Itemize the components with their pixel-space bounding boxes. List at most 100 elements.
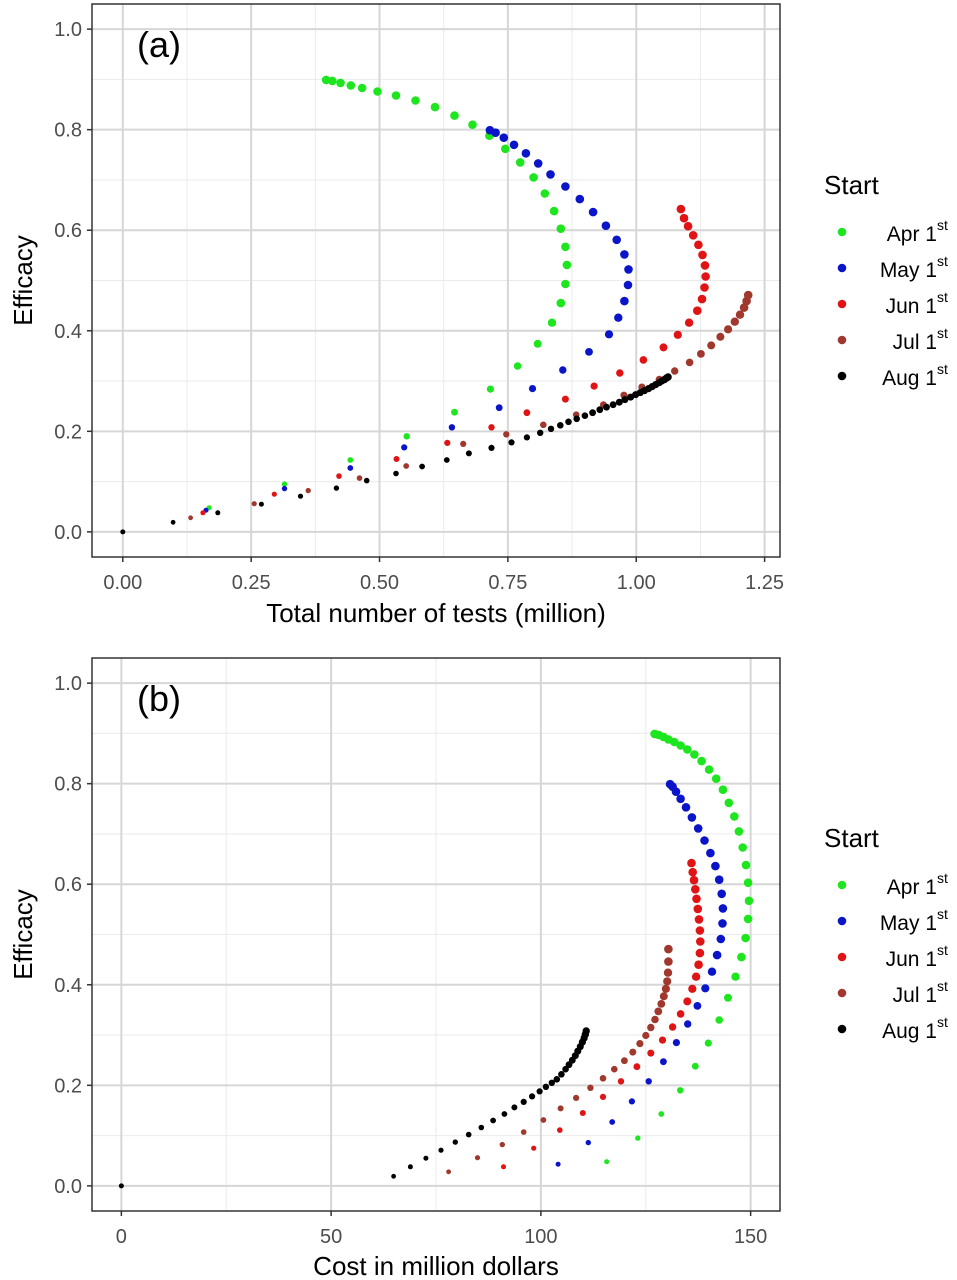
data-point [529, 173, 538, 182]
data-point [430, 102, 440, 112]
legend-key-aug [837, 371, 847, 381]
series-may [203, 125, 633, 513]
legend-title: Start [824, 823, 880, 853]
x-tick-label: 0.25 [232, 572, 271, 594]
data-point [650, 729, 659, 739]
x-tick-label: 150 [734, 1226, 767, 1248]
y-tick-label: 0.6 [54, 874, 82, 896]
data-point [676, 204, 686, 214]
data-point [401, 444, 408, 451]
data-point [336, 78, 345, 88]
data-point [639, 356, 648, 364]
data-point [443, 457, 450, 463]
data-point [604, 330, 614, 339]
data-point [741, 933, 750, 943]
data-point [664, 957, 673, 966]
data-point [513, 362, 522, 370]
data-point [614, 313, 623, 322]
data-point [363, 477, 370, 484]
data-point [737, 952, 746, 962]
data-point [609, 401, 617, 409]
data-point [715, 1016, 723, 1024]
data-point [451, 408, 458, 416]
x-tick-label: 0 [116, 1226, 127, 1248]
data-point [684, 318, 694, 327]
data-point [281, 485, 288, 492]
data-point [676, 794, 685, 804]
data-point [499, 133, 509, 142]
data-point [701, 272, 710, 281]
data-point [741, 860, 751, 870]
data-point [683, 221, 693, 231]
data-point [460, 440, 467, 447]
data-point [687, 858, 696, 868]
legend-key-jul [837, 988, 847, 998]
data-point [690, 750, 699, 759]
data-point [523, 434, 531, 441]
data-point [258, 501, 264, 507]
data-point [542, 1083, 550, 1091]
data-point [734, 827, 744, 836]
series-jul [446, 944, 673, 1175]
data-point [738, 843, 747, 852]
series-may [555, 779, 728, 1167]
data-point [620, 250, 629, 259]
data-point [743, 914, 753, 924]
data-point [336, 473, 342, 479]
legend-key-apr [837, 227, 847, 237]
data-point [403, 433, 410, 440]
data-point [744, 896, 754, 906]
data-point [573, 1094, 580, 1101]
data-point [596, 406, 604, 414]
data-point [657, 1000, 666, 1008]
data-point [679, 213, 689, 223]
data-point [718, 919, 727, 928]
data-point [683, 997, 692, 1006]
data-point [347, 457, 354, 463]
data-point [628, 1098, 636, 1105]
data-point [391, 1173, 396, 1179]
data-point [508, 439, 515, 446]
data-point [743, 878, 753, 887]
data-point [647, 1023, 655, 1032]
y-axis-title: Efficacy [8, 889, 38, 980]
data-point [604, 1159, 610, 1165]
data-point [616, 369, 624, 377]
data-point [557, 1127, 563, 1133]
data-point [520, 1129, 527, 1135]
panel-b: 0 50 100 150 0.0 0.2 0.4 0.6 0.8 1.0 Cost in milli… [8, 657, 948, 1280]
data-point [711, 774, 721, 783]
legend-key-aug [837, 1024, 847, 1034]
data-point [677, 1087, 684, 1094]
data-point [347, 465, 354, 471]
data-point [658, 1111, 665, 1117]
data-point [511, 1104, 518, 1111]
data-point [685, 358, 694, 367]
legend-superscript: st [937, 217, 948, 233]
data-point [501, 144, 510, 154]
data-point [706, 848, 715, 858]
y-tick-label: 0.8 [54, 774, 82, 796]
data-point [698, 250, 707, 260]
y-tick-label: 0.4 [54, 321, 82, 343]
data-point [601, 221, 611, 230]
series-apr [604, 729, 754, 1165]
data-point [548, 1079, 555, 1087]
data-point [581, 412, 589, 420]
data-point [697, 756, 706, 766]
data-point [724, 798, 734, 808]
data-point [393, 456, 400, 462]
legend-label: Jul 1 [893, 331, 937, 354]
data-point [651, 1015, 659, 1024]
data-point [693, 904, 703, 914]
series-jun [200, 204, 710, 516]
data-point-origin [118, 1183, 124, 1189]
data-point [633, 1063, 641, 1071]
data-point [671, 367, 679, 375]
data-point [711, 861, 720, 871]
data-point [676, 741, 685, 750]
data-point [450, 111, 459, 120]
y-tick-label: 0.6 [54, 220, 82, 242]
x-tick-label: 1.25 [745, 572, 784, 594]
legend-superscript: st [937, 253, 948, 269]
